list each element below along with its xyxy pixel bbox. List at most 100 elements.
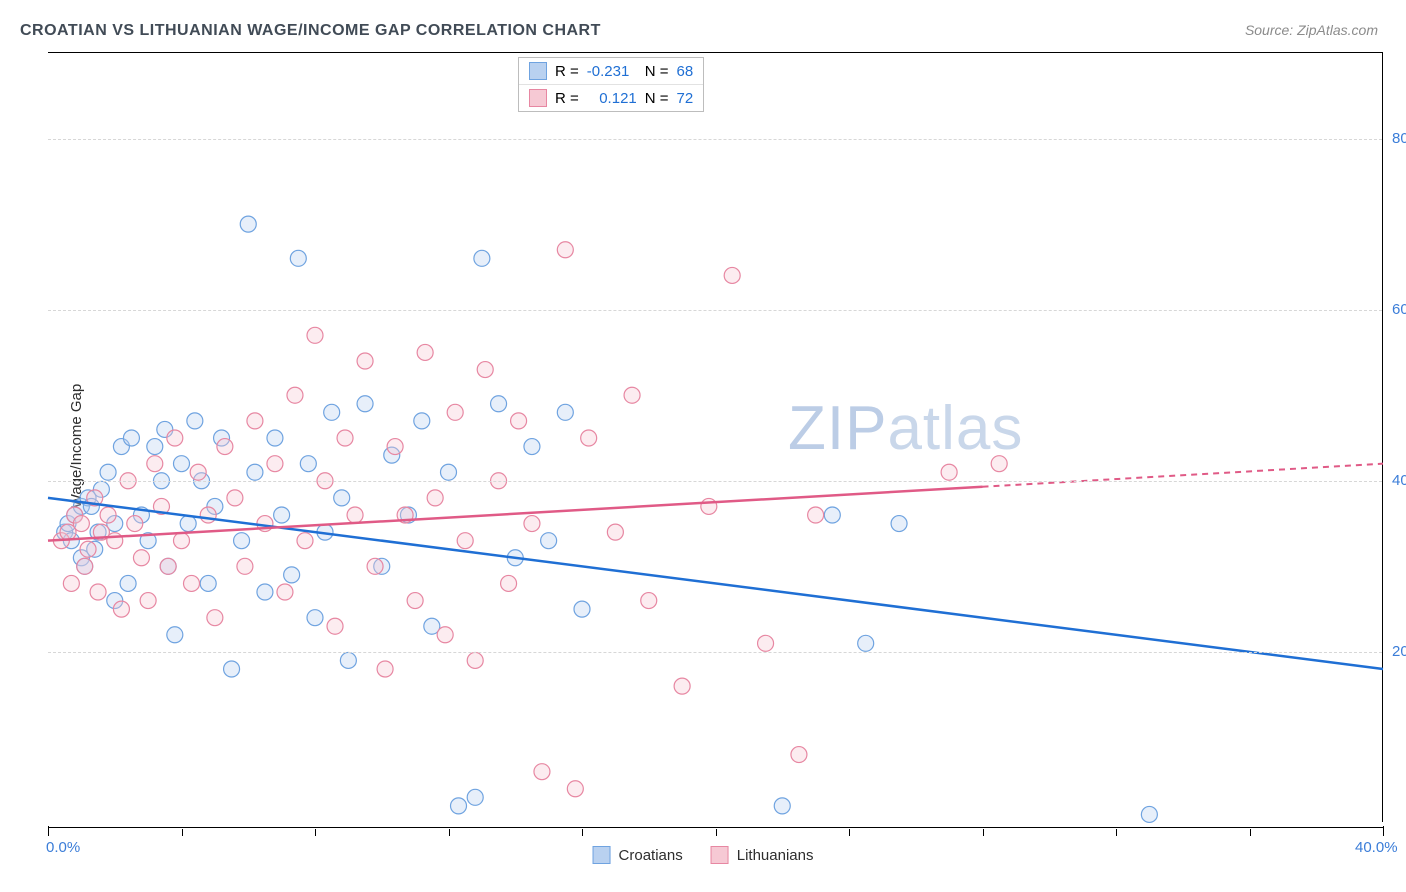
scatter-point (80, 541, 96, 557)
scatter-point (217, 439, 233, 455)
scatter-point (1141, 806, 1157, 822)
scatter-point (357, 353, 373, 369)
x-tick (48, 826, 49, 836)
x-tick (182, 829, 183, 836)
x-tick (716, 829, 717, 836)
scatter-point (257, 584, 273, 600)
scatter-point (100, 507, 116, 523)
scatter-point (417, 344, 433, 360)
scatter-point (474, 250, 490, 266)
scatter-point (274, 507, 290, 523)
scatter-point (414, 413, 430, 429)
scatter-point (357, 396, 373, 412)
label-r: R = (555, 63, 579, 80)
legend-stats-row-1: R = -0.231 N = 68 (519, 58, 703, 84)
label-r: R = (555, 90, 579, 107)
scatter-point (113, 601, 129, 617)
scatter-point (701, 498, 717, 514)
scatter-point (140, 593, 156, 609)
scatter-point (247, 413, 263, 429)
legend-item-croatians: Croatians (593, 846, 683, 864)
scatter-point (467, 652, 483, 668)
scatter-point (277, 584, 293, 600)
scatter-point (307, 327, 323, 343)
scatter-point (167, 627, 183, 643)
scatter-point (133, 550, 149, 566)
scatter-point (941, 464, 957, 480)
scatter-point (77, 558, 93, 574)
scatter-point (190, 464, 206, 480)
scatter-point (557, 404, 573, 420)
x-tick (1383, 826, 1384, 836)
scatter-point (180, 516, 196, 532)
x-tick-label: 40.0% (1355, 839, 1398, 856)
scatter-point (247, 464, 263, 480)
scatter-point (607, 524, 623, 540)
scatter-point (290, 250, 306, 266)
scatter-point (234, 533, 250, 549)
scatter-point (267, 456, 283, 472)
chart-title: CROATIAN VS LITHUANIAN WAGE/INCOME GAP C… (20, 22, 601, 40)
legend-label-croatians: Croatians (619, 847, 683, 864)
scatter-point (437, 627, 453, 643)
scatter-point (227, 490, 243, 506)
scatter-point (300, 456, 316, 472)
scatter-point (447, 404, 463, 420)
scatter-point (534, 764, 550, 780)
scatter-point (574, 601, 590, 617)
x-tick (1116, 829, 1117, 836)
scatter-point (557, 242, 573, 258)
x-tick (1250, 829, 1251, 836)
scatter-point (127, 516, 143, 532)
scatter-point (891, 516, 907, 532)
label-n: N = (645, 63, 669, 80)
scatter-point (174, 456, 190, 472)
scatter-point (224, 661, 240, 677)
swatch-lithuanians-bottom (711, 846, 729, 864)
scatter-point (73, 516, 89, 532)
scatter-point (200, 575, 216, 591)
scatter-plot (48, 53, 1382, 822)
x-tick (315, 829, 316, 836)
legend-bottom: Croatians Lithuanians (593, 846, 814, 864)
scatter-point (774, 798, 790, 814)
scatter-point (120, 575, 136, 591)
scatter-point (123, 430, 139, 446)
scatter-point (524, 439, 540, 455)
scatter-point (501, 575, 517, 591)
scatter-point (284, 567, 300, 583)
x-tick (449, 829, 450, 836)
scatter-point (63, 575, 79, 591)
scatter-point (624, 387, 640, 403)
scatter-point (377, 661, 393, 677)
chart-area: ZIPatlas R = -0.231 N = 68 R = 0.121 N =… (48, 52, 1383, 822)
scatter-point (511, 413, 527, 429)
scatter-point (808, 507, 824, 523)
scatter-point (147, 456, 163, 472)
scatter-point (100, 464, 116, 480)
y-tick-label: 20.0% (1392, 643, 1406, 660)
scatter-point (791, 747, 807, 763)
scatter-point (724, 267, 740, 283)
scatter-point (581, 430, 597, 446)
trend-line (48, 487, 983, 541)
scatter-point (324, 404, 340, 420)
gridline (48, 652, 1382, 653)
scatter-point (467, 789, 483, 805)
x-tick (983, 829, 984, 836)
scatter-point (267, 430, 283, 446)
scatter-point (427, 490, 443, 506)
trend-line (48, 498, 1383, 669)
scatter-point (641, 593, 657, 609)
scatter-point (327, 618, 343, 634)
scatter-point (824, 507, 840, 523)
scatter-point (367, 558, 383, 574)
x-axis (48, 827, 1383, 828)
swatch-croatians (529, 62, 547, 80)
scatter-point (457, 533, 473, 549)
scatter-point (237, 558, 253, 574)
scatter-point (207, 610, 223, 626)
scatter-point (477, 362, 493, 378)
scatter-point (567, 781, 583, 797)
scatter-point (187, 413, 203, 429)
